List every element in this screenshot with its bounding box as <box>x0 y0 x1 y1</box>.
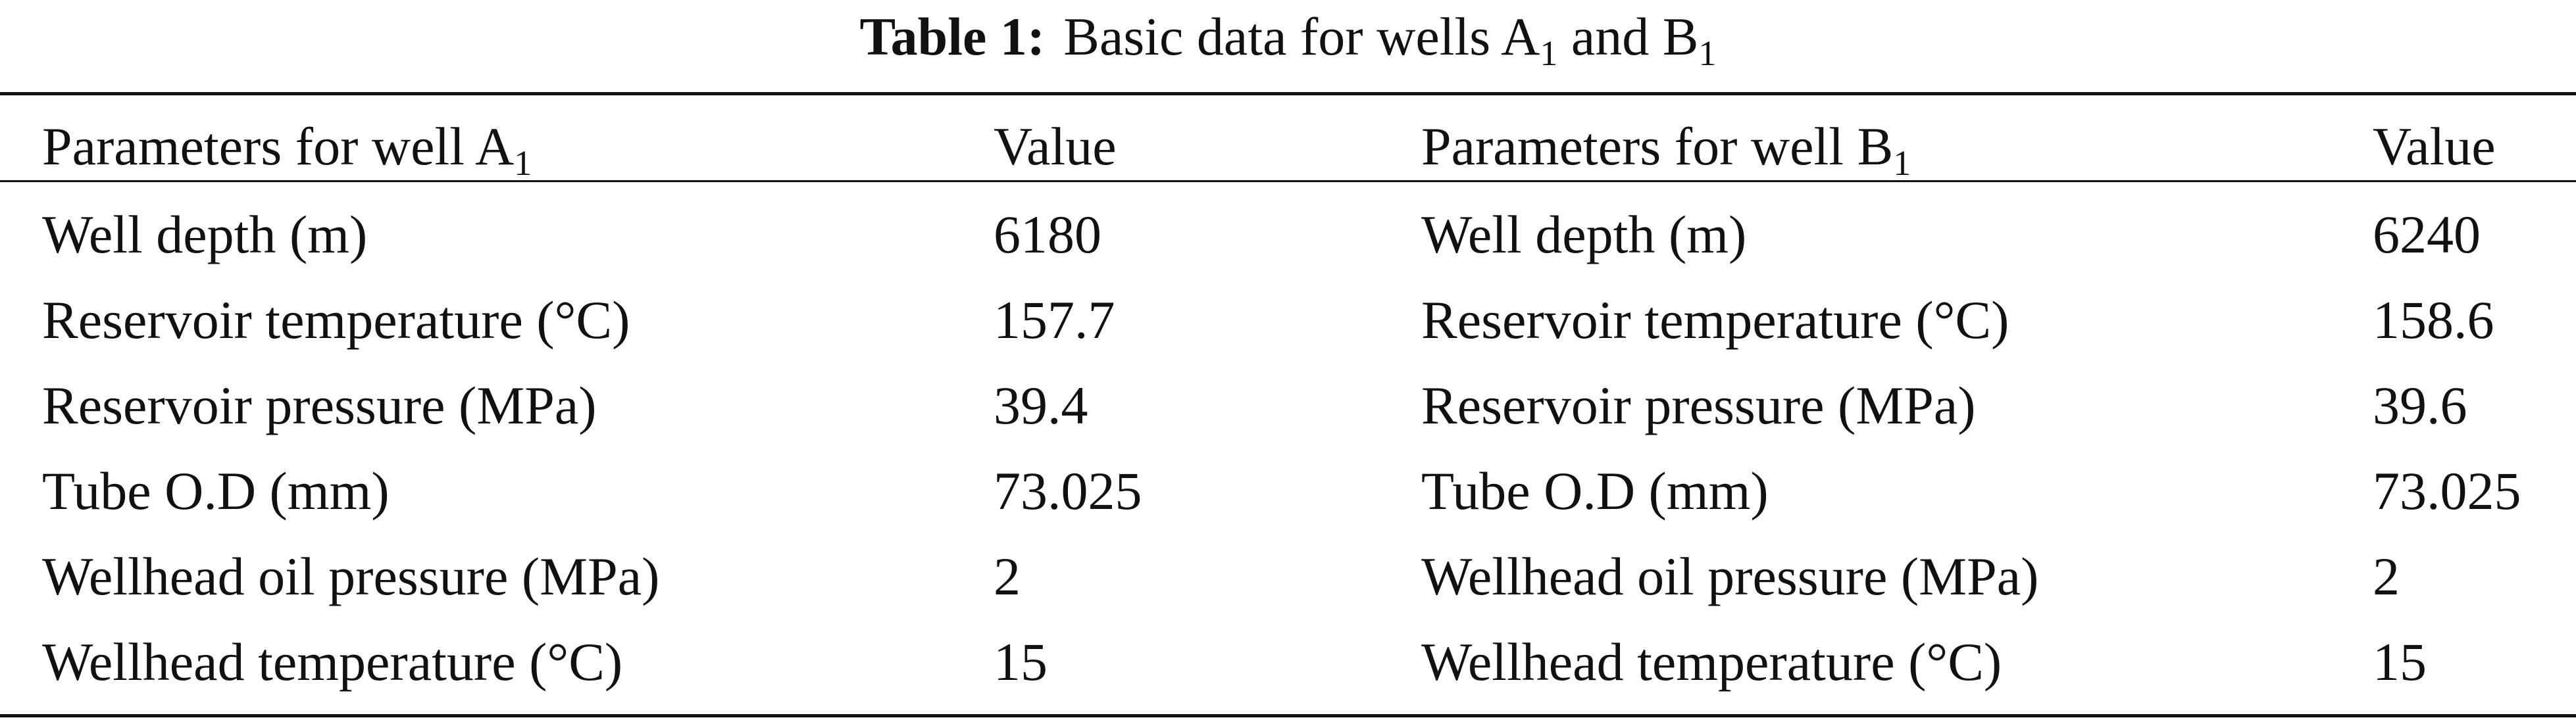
table-row: Wellhead oil pressure (MPa) 2 Wellhead o… <box>0 534 2576 619</box>
value-b-cell: 6240 <box>2373 205 2481 264</box>
table-header-row: Parameters for well A1 Value Parameters … <box>0 104 2576 189</box>
param-a-cell: Reservoir pressure (MPa) <box>42 375 597 435</box>
table-bottom-rule <box>0 714 2576 717</box>
header-subscript: 1 <box>1893 143 1911 183</box>
param-b-cell: Well depth (m) <box>1421 205 1747 264</box>
header-value-a: Value <box>994 116 1117 176</box>
value-a-cell: 6180 <box>994 205 1101 264</box>
table-row: Wellhead temperature (°C) 15 Wellhead te… <box>0 619 2576 705</box>
value-b-cell: 158.6 <box>2373 290 2494 350</box>
caption-text-part: and B <box>1557 7 1699 66</box>
caption-subscript: 1 <box>1698 34 1717 73</box>
header-subscript: 1 <box>514 143 532 183</box>
header-text: Parameters for well B <box>1421 116 1894 176</box>
table-header-rule <box>0 180 2576 182</box>
param-b-cell: Tube O.D (mm) <box>1421 461 1769 521</box>
param-b-cell: Wellhead temperature (°C) <box>1421 632 2002 692</box>
table-top-rule <box>0 92 2576 95</box>
header-param-a: Parameters for well A1 <box>42 104 532 189</box>
value-a-cell: 15 <box>994 632 1048 692</box>
param-a-cell: Tube O.D (mm) <box>42 461 390 521</box>
table-row: Reservoir temperature (°C) 157.7 Reservo… <box>0 277 2576 363</box>
caption-subscript: 1 <box>1540 34 1558 73</box>
value-a-cell: 73.025 <box>994 461 1142 521</box>
caption-text: Basic data for wells A1 and B1 <box>1063 7 1716 71</box>
table-row: Tube O.D (mm) 73.025 Tube O.D (mm) 73.02… <box>0 448 2576 534</box>
table-row: Well depth (m) 6180 Well depth (m) 6240 <box>0 192 2576 277</box>
param-a-cell: Well depth (m) <box>42 205 368 264</box>
caption-text-part: Basic data for wells A <box>1063 7 1540 66</box>
header-param-b: Parameters for well B1 <box>1421 104 1911 189</box>
param-a-cell: Reservoir temperature (°C) <box>42 290 630 350</box>
param-b-cell: Reservoir pressure (MPa) <box>1421 375 1976 435</box>
param-a-cell: Wellhead oil pressure (MPa) <box>42 546 660 606</box>
param-b-cell: Wellhead oil pressure (MPa) <box>1421 546 2039 606</box>
value-b-cell: 2 <box>2373 546 2400 606</box>
value-b-cell: 15 <box>2373 632 2427 692</box>
table-row: Reservoir pressure (MPa) 39.4 Reservoir … <box>0 363 2576 448</box>
param-b-cell: Reservoir temperature (°C) <box>1421 290 2009 350</box>
value-a-cell: 2 <box>994 546 1021 606</box>
value-a-cell: 39.4 <box>994 375 1088 435</box>
value-b-cell: 39.6 <box>2373 375 2467 435</box>
caption-label: Table 1: <box>859 7 1046 66</box>
param-a-cell: Wellhead temperature (°C) <box>42 632 623 692</box>
table-caption: Table 1: Basic data for wells A1 and B1 <box>0 0 2576 74</box>
header-value-b: Value <box>2373 116 2496 176</box>
header-text: Parameters for well A <box>42 116 515 176</box>
value-b-cell: 73.025 <box>2373 461 2521 521</box>
value-a-cell: 157.7 <box>994 290 1115 350</box>
